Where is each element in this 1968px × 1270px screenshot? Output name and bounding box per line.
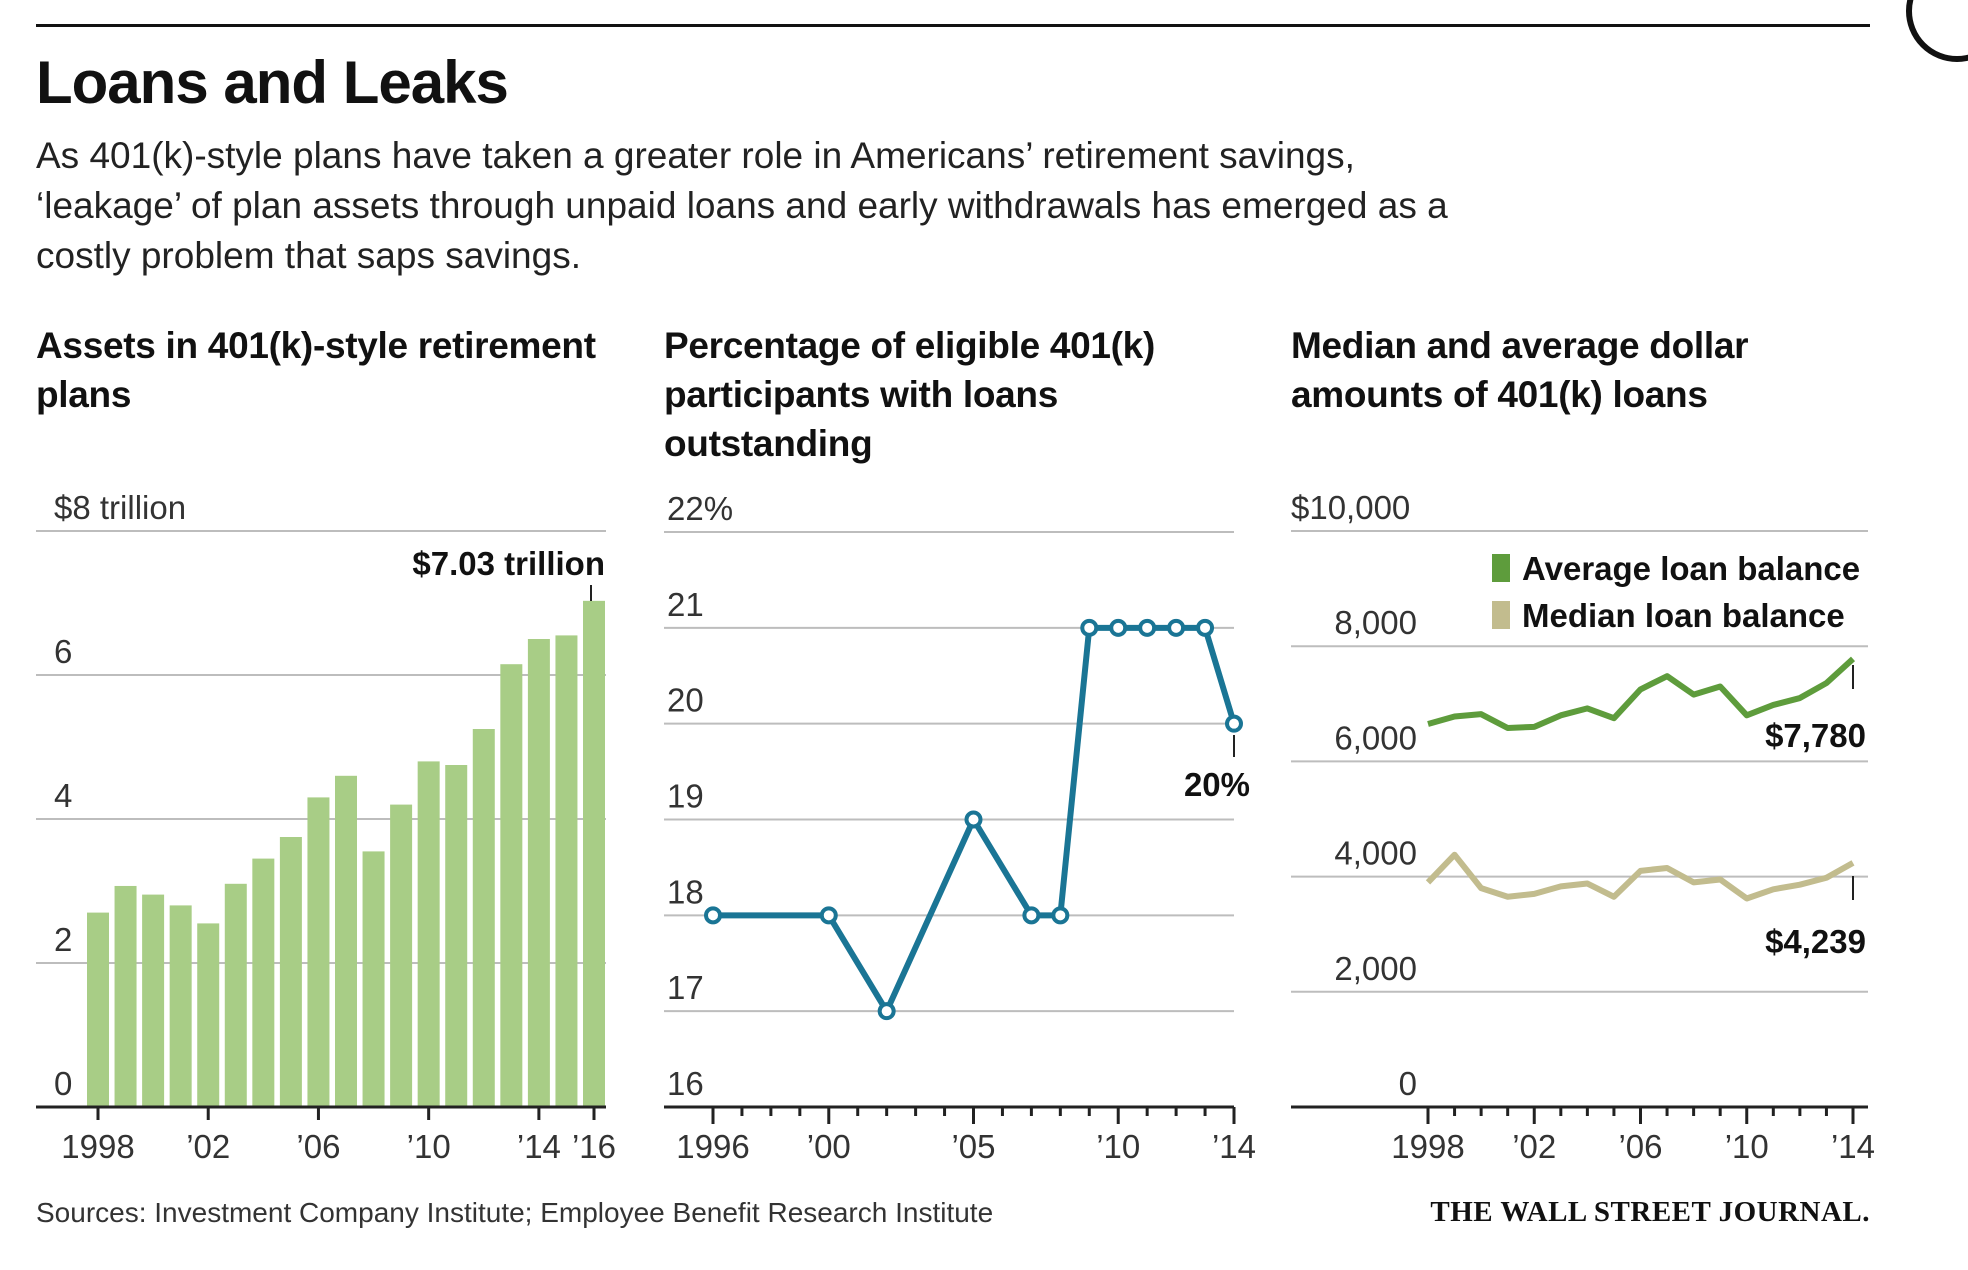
bar [335, 775, 357, 1107]
bar [390, 804, 413, 1107]
bar [362, 851, 385, 1107]
bar [87, 912, 109, 1107]
bar [169, 905, 192, 1107]
y-tick-label: 4 [54, 777, 72, 814]
x-tick-label: 1996 [676, 1128, 749, 1165]
average-callout-label: $7,780 [1765, 717, 1866, 754]
bar [583, 600, 605, 1107]
bar [527, 639, 550, 1107]
y-tick-label: 21 [667, 586, 704, 623]
headline: Loans and Leaks [36, 49, 509, 116]
data-point [1022, 906, 1041, 925]
y-tick-label: 20 [667, 682, 704, 719]
bar [252, 858, 275, 1107]
loans-pct-chart-title: Percentage of eligible 401(k) participan… [664, 325, 1155, 464]
data-point [1080, 618, 1099, 637]
data-point [1138, 618, 1157, 637]
data-point [964, 810, 983, 829]
assets-chart-title: Assets in 401(k)-style retirement plans [36, 325, 596, 415]
data-point [1167, 618, 1186, 637]
x-tick-label: ’14 [1212, 1128, 1256, 1165]
bar [224, 883, 247, 1107]
assets-callout-label: $7.03 trillion [412, 545, 605, 582]
bar [142, 894, 165, 1107]
average-legend-label: Average loan balance [1522, 550, 1860, 587]
data-point [704, 906, 722, 925]
y-tick-label: 6,000 [1334, 719, 1417, 756]
bar [472, 729, 495, 1107]
y-tick-label: 0 [54, 1065, 72, 1102]
average-legend-swatch [1492, 554, 1510, 582]
x-tick-label: ’00 [807, 1128, 851, 1165]
loan-amounts-chart: 0 2,000 4,000 6,000 8,000 $10,000 1998 ’02 ’06 ’1… [1291, 489, 1875, 1165]
x-tick-label: ’02 [186, 1128, 230, 1165]
bar [114, 885, 137, 1107]
top-rule [36, 24, 1870, 27]
data-point [1051, 906, 1070, 925]
bar [197, 923, 220, 1107]
data-point [1225, 714, 1243, 733]
median-callout-label: $4,239 [1765, 923, 1866, 960]
x-tick-label: ’14 [1831, 1128, 1875, 1165]
median-loan-series-line [1425, 851, 1855, 902]
y-tick-label: 17 [667, 969, 704, 1006]
median-legend-swatch [1492, 601, 1510, 629]
sources-note: Sources: Investment Company Institute; E… [36, 1197, 994, 1228]
x-tick-label: 1998 [61, 1128, 134, 1165]
y-tick-label: 2 [54, 921, 72, 958]
x-tick-label: ’02 [1512, 1128, 1556, 1165]
y-tick-label: $8 trillion [54, 489, 186, 526]
x-tick-label: 1998 [1391, 1128, 1464, 1165]
loans-pct-callout-label: 20% [1184, 766, 1250, 803]
assets-chart: 0 2 4 6 $8 trillion 1998 ’02 ’06 ’10 ’14 ’16 $7.03 … [36, 489, 616, 1165]
y-tick-label: 8,000 [1334, 604, 1417, 641]
y-tick-label: 2,000 [1334, 950, 1417, 987]
x-tick-label: ’10 [407, 1128, 451, 1165]
median-legend-label: Median loan balance [1522, 597, 1845, 634]
average-loan-series-line [1427, 656, 1856, 731]
bar [445, 765, 468, 1107]
data-point [1109, 618, 1128, 637]
y-tick-label: 22% [667, 490, 733, 527]
y-tick-label: 6 [54, 633, 72, 670]
y-tick-label: 16 [667, 1065, 704, 1102]
x-tick-label: ’10 [1725, 1128, 1769, 1165]
x-tick-label: ’06 [1618, 1128, 1662, 1165]
x-tick-label: ’06 [296, 1128, 340, 1165]
x-tick-label: ’10 [1096, 1128, 1140, 1165]
data-point [819, 906, 838, 925]
y-tick-label: 19 [667, 778, 704, 815]
y-tick-label: 0 [1399, 1065, 1417, 1102]
bar [279, 837, 302, 1107]
y-tick-label: 4,000 [1334, 835, 1417, 872]
loan-amounts-chart-title: Median and average dollar amounts of 401… [1291, 325, 1749, 415]
x-tick-label: ’05 [951, 1128, 995, 1165]
data-point [877, 1002, 896, 1021]
dek: As 401(k)-style plans have taken a great… [36, 135, 1448, 276]
data-point [1196, 618, 1215, 637]
bar [307, 797, 330, 1107]
legend: Average loan balance Median loan balance [1492, 550, 1860, 634]
loans-pct-chart: 16 17 18 19 20 21 22% 1996 ’00 ’05 ’10 ’14 20% [664, 490, 1256, 1165]
x-tick-label: ’16 [572, 1128, 616, 1165]
y-tick-label: $10,000 [1291, 489, 1410, 526]
bar [555, 635, 578, 1107]
publisher-logo: THE WALL STREET JOURNAL. [1430, 1196, 1870, 1228]
bar [500, 664, 523, 1107]
y-tick-label: 18 [667, 873, 704, 910]
bar [417, 761, 440, 1107]
x-tick-label: ’14 [517, 1128, 561, 1165]
